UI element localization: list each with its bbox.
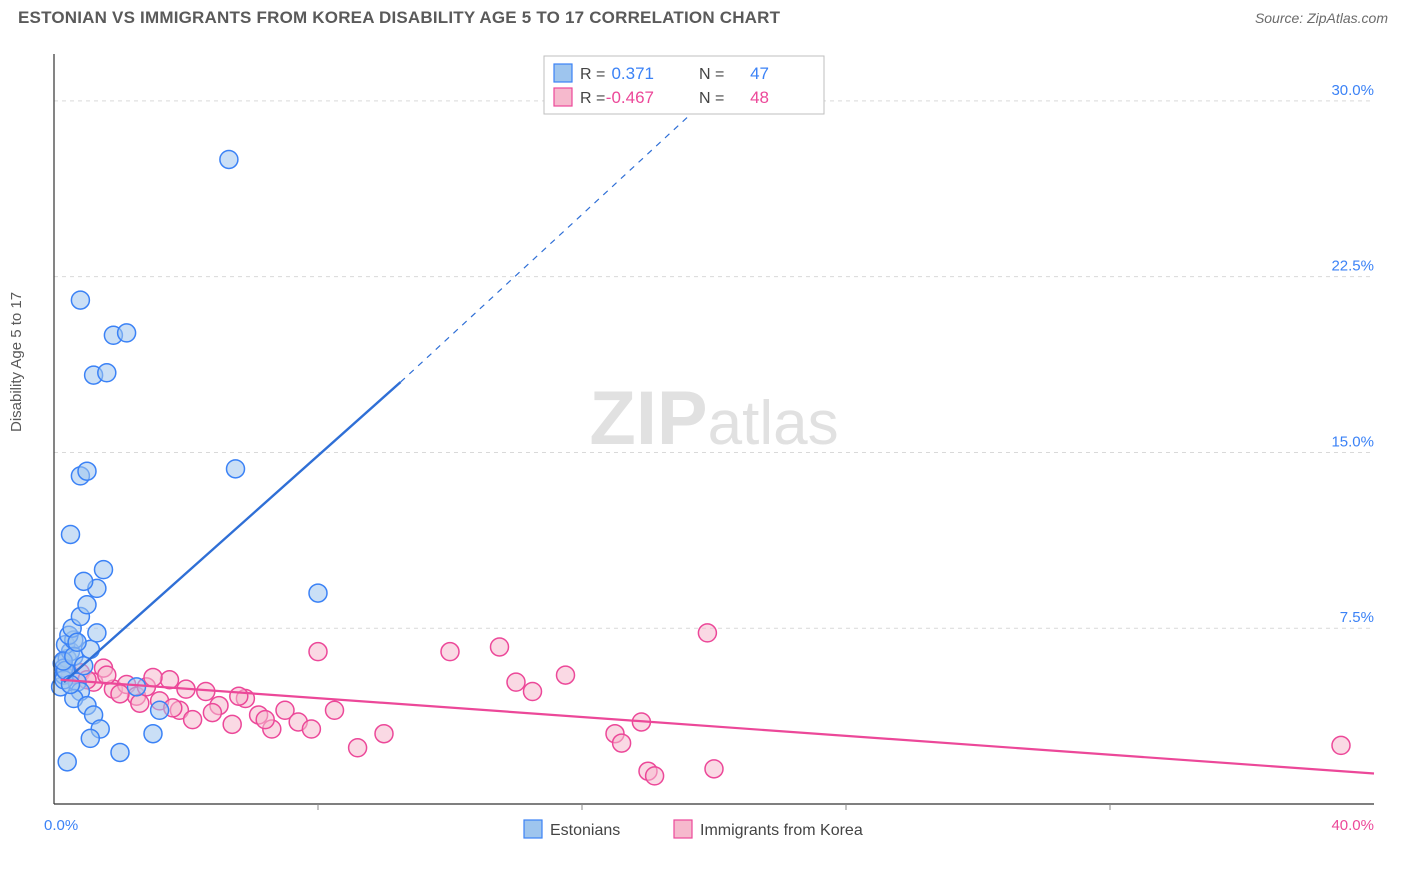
svg-text:0.371: 0.371 [611,64,654,83]
chart-area: Disability Age 5 to 17 ZIPatlas 7.5% 15.0… [0,32,1406,862]
svg-text:R =: R = [580,66,605,83]
y-tick-labels: 7.5% 15.0% 22.5% 30.0% [1331,82,1374,626]
watermark: ZIPatlas [589,376,838,461]
svg-text:22.5%: 22.5% [1331,258,1374,275]
x-end-label: 40.0% [1331,817,1374,834]
source-attribution: Source: ZipAtlas.com [1255,10,1388,26]
y-axis-label: Disability Age 5 to 17 [8,292,25,432]
svg-text:Estonians: Estonians [550,822,620,839]
title-bar: ESTONIAN VS IMMIGRANTS FROM KOREA DISABI… [0,0,1406,32]
svg-text:R =: R = [580,90,605,107]
svg-text:Immigrants from Korea: Immigrants from Korea [700,822,863,839]
svg-text:N =: N = [699,66,724,83]
svg-text:47: 47 [750,64,769,83]
gridlines [54,101,1374,628]
correlation-legend: R = 0.371 N = 47 R = -0.467 N = 48 [544,56,824,114]
series-legend: Estonians Immigrants from Korea [524,820,863,839]
x-origin-label: 0.0% [44,817,78,834]
scatter-plot: ZIPatlas 7.5%15.0%22.5%30.0% 0.0% 40.0% … [44,44,1384,844]
svg-text:-0.467: -0.467 [606,88,654,107]
x-minor-ticks [318,804,1110,810]
chart-title: ESTONIAN VS IMMIGRANTS FROM KOREA DISABI… [18,8,780,28]
svg-text:30.0%: 30.0% [1331,82,1374,99]
svg-text:7.5%: 7.5% [1340,609,1374,626]
svg-text:48: 48 [750,88,769,107]
svg-text:N =: N = [699,90,724,107]
series-korea-points [62,624,1351,785]
svg-text:15.0%: 15.0% [1331,433,1374,450]
